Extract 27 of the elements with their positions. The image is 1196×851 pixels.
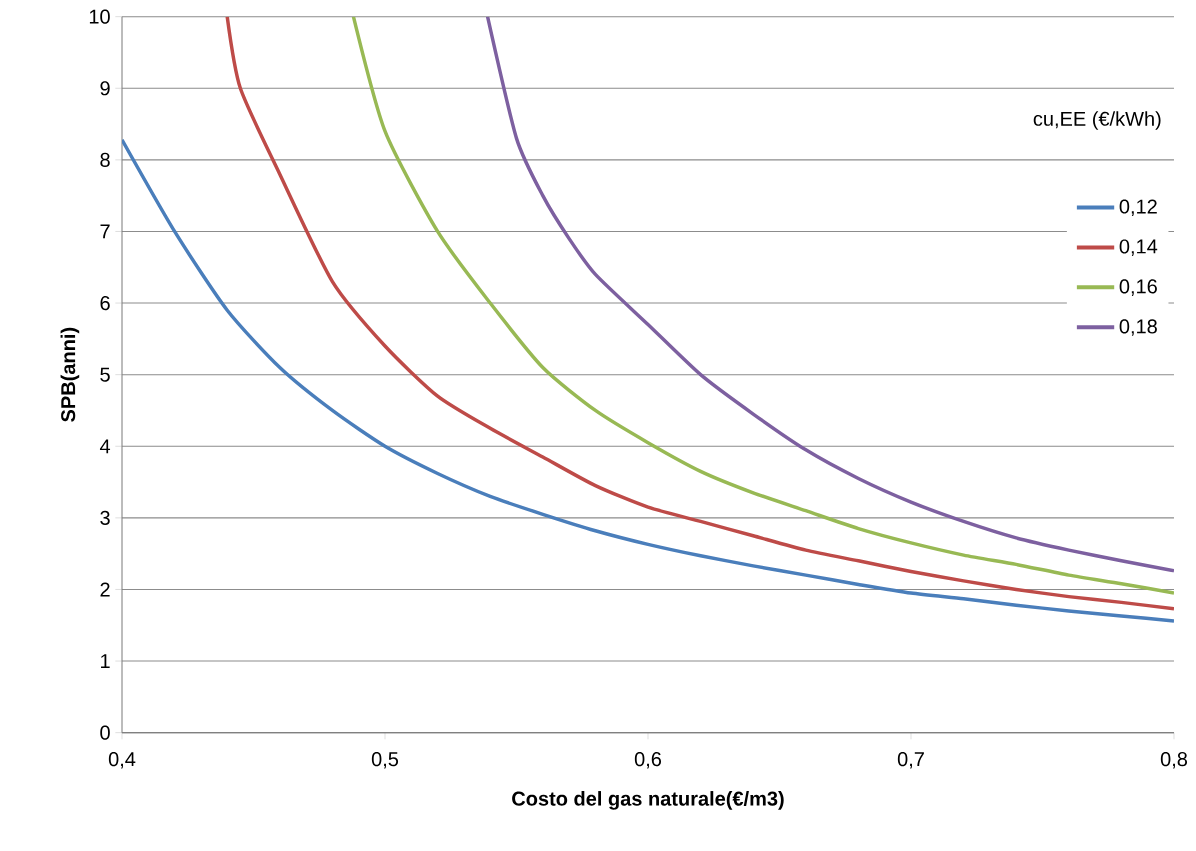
y-tick-label: 5 (100, 367, 110, 382)
legend-title: cu,EE (€/kWh) (1033, 111, 1161, 130)
x-tick-label: 0,5 (371, 752, 399, 769)
line-series (225, 16, 1174, 611)
line-series (351, 16, 1174, 595)
y-tick-label: 2 (100, 582, 110, 597)
y-tick-label: 7 (100, 224, 110, 239)
y-tick-label: 8 (100, 152, 110, 168)
y-tick-label: 10 (89, 9, 110, 24)
line-series (122, 138, 1174, 623)
y-tick-label: 1 (101, 654, 110, 669)
y-tick-label: 9 (100, 81, 110, 96)
y-tick-label: 6 (100, 296, 110, 311)
legend-label: 0,14 (1119, 239, 1158, 257)
x-tick-label: 0,7 (897, 752, 924, 769)
x-tick-label: 0,4 (108, 752, 136, 769)
x-axis-title: Costo del gas naturale(€/m3) (512, 791, 784, 810)
x-tick-label: 0,8 (1160, 752, 1188, 769)
x-tick-label: 0,6 (634, 752, 662, 769)
y-tick-label: 3 (100, 510, 110, 526)
y-tick-label: 0 (100, 725, 110, 740)
y-axis-title: SPB(anni) (60, 328, 80, 423)
line-series (485, 16, 1174, 573)
legend-label: 0,12 (1119, 199, 1157, 217)
y-tick-label: 4 (99, 439, 111, 454)
legend-label: 0,16 (1119, 279, 1157, 297)
legend-label: 0,18 (1119, 319, 1157, 337)
